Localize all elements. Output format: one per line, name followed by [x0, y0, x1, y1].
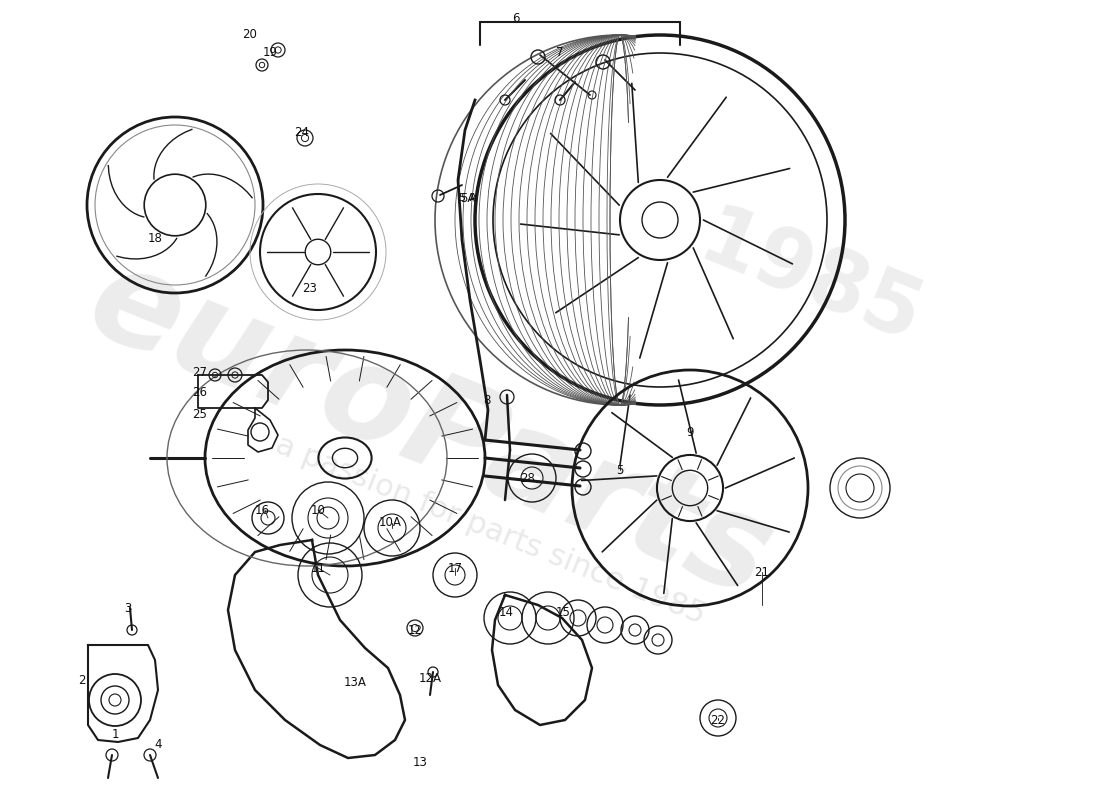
Text: 13A: 13A: [343, 677, 366, 690]
Text: 25: 25: [192, 409, 208, 422]
Text: 14: 14: [498, 606, 514, 619]
Text: 19: 19: [263, 46, 277, 58]
Text: 9: 9: [686, 426, 694, 439]
Text: 7: 7: [557, 46, 563, 58]
Text: euroParts: euroParts: [70, 236, 789, 624]
Text: 10A: 10A: [378, 517, 402, 530]
Text: 23: 23: [302, 282, 318, 294]
Text: 16: 16: [254, 503, 270, 517]
Text: 12A: 12A: [418, 671, 441, 685]
Text: 12: 12: [407, 623, 422, 637]
Text: 28: 28: [520, 471, 536, 485]
Text: 22: 22: [711, 714, 726, 726]
Text: 1985: 1985: [688, 199, 933, 361]
Text: 21: 21: [755, 566, 770, 578]
Text: 8: 8: [483, 394, 491, 406]
Text: 1: 1: [111, 729, 119, 742]
Text: 5A: 5A: [460, 191, 475, 205]
Text: 11: 11: [310, 562, 326, 574]
Text: 4: 4: [154, 738, 162, 751]
Text: 5 A: 5 A: [459, 193, 477, 203]
Text: 17: 17: [448, 562, 462, 574]
Text: 20: 20: [243, 29, 257, 42]
Text: 27: 27: [192, 366, 208, 378]
Text: 15: 15: [556, 606, 571, 619]
Text: a passion for parts since 1985: a passion for parts since 1985: [271, 430, 710, 630]
Text: 26: 26: [192, 386, 208, 399]
Text: 3: 3: [124, 602, 132, 614]
Text: 18: 18: [147, 231, 163, 245]
Text: 2: 2: [78, 674, 86, 686]
Text: 5: 5: [616, 463, 624, 477]
Text: 10: 10: [310, 503, 326, 517]
Text: 24: 24: [295, 126, 309, 138]
Text: 6: 6: [513, 11, 519, 25]
Text: 13: 13: [412, 755, 428, 769]
